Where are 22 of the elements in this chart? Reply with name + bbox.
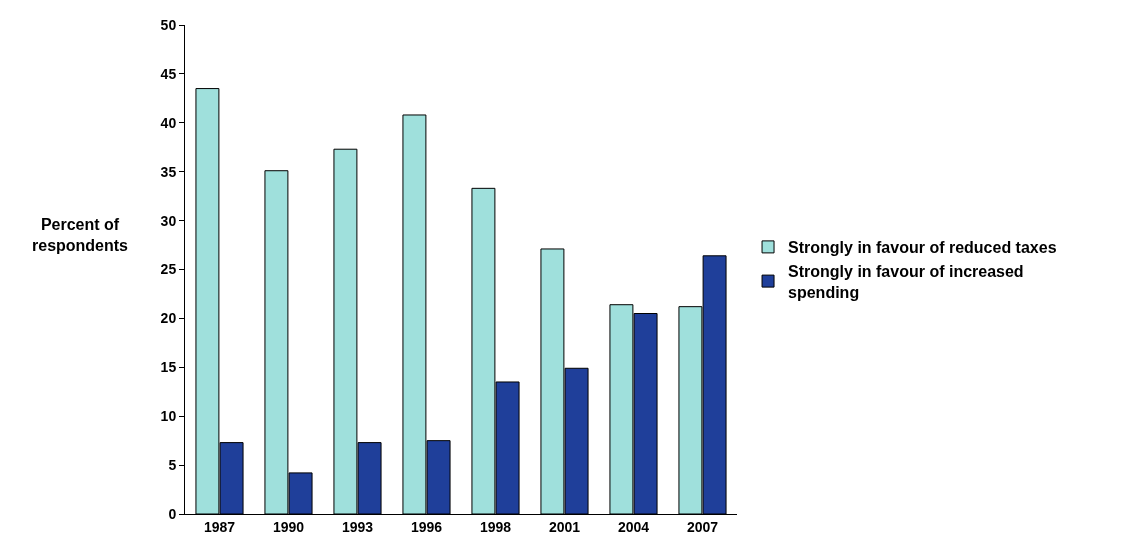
x-tick-label: 2001 (548, 518, 581, 535)
y-tick-label: 10 (160, 408, 177, 425)
y-tick-label: 40 (160, 114, 177, 131)
y-tick-label: 50 (160, 16, 177, 33)
legend-label: Strongly in favour of reduced taxes (788, 239, 1057, 257)
y-tick-label: 30 (160, 212, 177, 229)
x-tick-label: 1987 (203, 518, 236, 535)
y-axis-title: Percent of respondents (32, 216, 129, 254)
y-tick-label: 15 (160, 359, 177, 376)
x-tick-label: 1998 (479, 518, 512, 535)
x-tick-label: 1996 (410, 518, 443, 535)
x-tick-label: 2007 (686, 518, 719, 535)
y-tick-label: 45 (160, 65, 177, 82)
y-tick-label: 35 (160, 163, 177, 180)
y-tick-label: 5 (168, 457, 177, 473)
y-tick-label: 25 (160, 261, 177, 278)
y-tick-label: 20 (160, 310, 177, 327)
x-tick-label: 1993 (341, 518, 374, 535)
x-tick-label: 2004 (617, 518, 650, 535)
legend-label: Strongly in favour of increased spending (788, 262, 1024, 301)
x-tick-label: 1990 (272, 518, 305, 535)
y-tick-label: 0 (168, 505, 177, 522)
